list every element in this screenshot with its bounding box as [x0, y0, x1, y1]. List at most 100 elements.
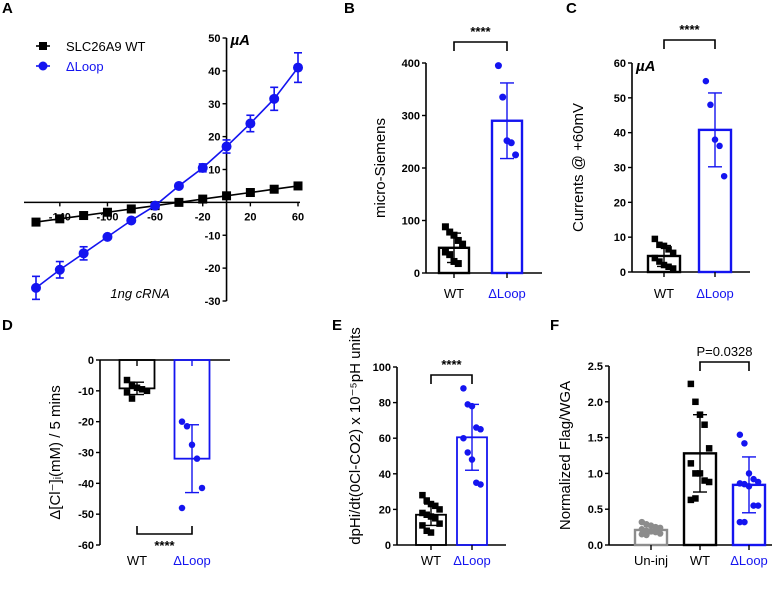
data-point	[419, 509, 426, 517]
panel-d-chloride: 0 -10 -20 -30 -40 -50 -60 Δ[Cl⁻]ᵢ(mM) / 5 mins W…	[47, 355, 230, 568]
y-tick-label: 80	[379, 398, 391, 410]
panel-label-f: F	[550, 317, 559, 334]
y-tick-label: 20	[379, 504, 391, 516]
data-point	[423, 497, 430, 504]
data-point	[741, 518, 748, 526]
data-point	[477, 481, 484, 488]
data-point	[123, 376, 131, 384]
x-tick-label: -100	[96, 211, 118, 223]
category-label: ΔLoop	[696, 286, 734, 301]
data-point	[692, 398, 699, 406]
significance-bracket	[699, 361, 750, 371]
significance-label: ****	[441, 357, 462, 372]
y-tick-label: 0	[385, 540, 391, 552]
series-line	[35, 185, 299, 223]
data-point	[687, 380, 695, 388]
data-point	[643, 531, 650, 539]
legend-label: ΔLoop	[66, 59, 104, 74]
data-point	[696, 470, 704, 477]
x-tick-label: 20	[244, 211, 256, 223]
data-point	[687, 460, 695, 467]
data-point	[464, 449, 471, 456]
data-point	[711, 136, 719, 143]
data-point	[269, 93, 280, 104]
data-point	[436, 506, 443, 513]
data-point	[494, 62, 502, 70]
category-label: ΔLoop	[173, 553, 211, 568]
data-point	[687, 496, 695, 504]
panel-label-a: A	[2, 0, 13, 17]
y-tick-label: -50	[78, 509, 94, 521]
legend-marker	[39, 42, 47, 50]
data-point	[754, 502, 762, 509]
y-tick-label: 2.5	[588, 361, 603, 373]
data-point	[427, 529, 435, 536]
data-point	[441, 223, 449, 231]
panel-label-d: D	[2, 317, 13, 334]
data-point	[507, 139, 515, 147]
category-label: ΔLoop	[488, 286, 526, 301]
series-line	[35, 67, 299, 289]
data-point	[446, 251, 454, 259]
data-point	[102, 231, 113, 242]
category-label: WT	[654, 286, 674, 301]
y-axis-label: Currents @ +60mV	[570, 103, 587, 232]
data-point	[446, 228, 454, 236]
data-point	[450, 257, 458, 265]
data-point	[419, 522, 426, 529]
data-point	[660, 261, 668, 269]
data-point	[198, 484, 206, 492]
data-point	[126, 204, 136, 214]
y-tick-label: -10	[78, 386, 94, 398]
y-tick-label: 10	[614, 232, 626, 244]
y-tick-label: 60	[614, 58, 626, 70]
data-point	[31, 282, 41, 293]
x-tick-label: -20	[195, 211, 211, 223]
panel-b-conductance: 0 100 200 300 400 micro-Siemens WT ΔLoop ****	[372, 24, 542, 301]
category-label: ΔLoop	[730, 553, 768, 568]
data-point	[656, 530, 664, 537]
significance-bracket	[430, 374, 473, 384]
panel-a-iv-curve: -140-100-60-2020605040302010-10-20-30µA1…	[24, 32, 304, 308]
data-point	[750, 502, 757, 509]
category-label: ΔLoop	[453, 553, 491, 568]
data-point	[269, 184, 279, 194]
data-point	[499, 93, 507, 101]
data-point	[419, 491, 426, 499]
data-point	[31, 217, 41, 227]
data-point	[707, 101, 714, 109]
y-axis-label: dpHi/dt(0Cl-CO2) x 10⁻⁵pH units	[347, 327, 364, 545]
data-point	[55, 214, 65, 224]
data-point	[432, 502, 439, 510]
data-point	[178, 418, 186, 425]
data-point	[423, 527, 430, 535]
y-tick-label: 40	[208, 66, 220, 78]
panel-label-e: E	[332, 317, 342, 334]
category-label: WT	[127, 553, 147, 568]
data-point	[197, 162, 208, 173]
data-point	[245, 188, 255, 198]
y-tick-label: 20	[614, 197, 626, 209]
y-tick-label: 200	[402, 163, 420, 175]
data-point	[245, 118, 256, 129]
data-point	[102, 207, 112, 217]
data-point	[696, 411, 704, 418]
data-point	[128, 395, 136, 402]
panel-label-b: B	[344, 0, 355, 17]
data-point	[745, 483, 753, 490]
y-tick-label: 300	[402, 111, 420, 123]
data-point	[468, 402, 476, 410]
y-tick-label: 40	[614, 128, 626, 140]
data-point	[441, 248, 449, 256]
category-label: WT	[421, 553, 441, 568]
data-point	[128, 381, 136, 388]
y-tick-label: 100	[402, 216, 420, 228]
data-point	[193, 455, 201, 462]
y-tick-label: 60	[379, 433, 391, 445]
data-point	[468, 456, 476, 463]
data-point	[293, 62, 303, 73]
y-tick-label: -40	[78, 478, 94, 490]
y-axis-label: Normalized Flag/WGA	[557, 381, 574, 530]
data-point	[656, 524, 664, 532]
data-point	[701, 421, 708, 428]
